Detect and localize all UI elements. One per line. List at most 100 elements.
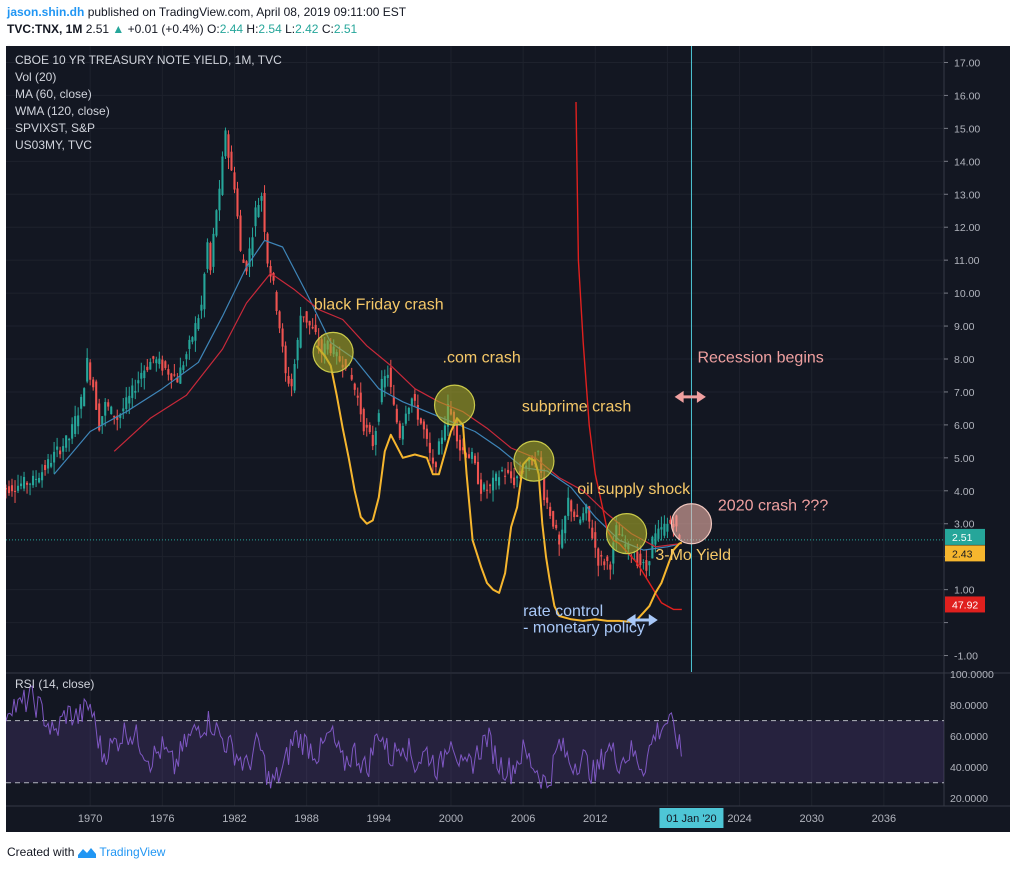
candle-body xyxy=(558,534,561,545)
candle-body xyxy=(194,323,197,341)
candle-body xyxy=(182,365,185,371)
candle-body xyxy=(494,473,498,482)
candle-body xyxy=(356,395,359,398)
candle-body xyxy=(504,475,507,477)
price-label-bg xyxy=(945,528,985,545)
candle-body xyxy=(152,356,155,359)
candle-body xyxy=(119,414,122,418)
candle-body xyxy=(482,484,486,490)
candle-body xyxy=(293,363,296,391)
time-tick-label: 1976 xyxy=(150,813,174,825)
candle-body xyxy=(212,233,215,267)
created-with-text: Created with xyxy=(7,845,75,859)
candle-body xyxy=(56,446,59,450)
candle-body xyxy=(543,477,546,501)
candle-body xyxy=(473,455,477,464)
candle-body xyxy=(287,375,290,384)
candle-body xyxy=(200,304,203,311)
candle-body xyxy=(648,561,651,566)
tradingview-link[interactable]: TradingView xyxy=(99,845,166,859)
candle-body xyxy=(642,562,645,564)
price-tick-label: 16.00 xyxy=(954,90,980,102)
legend-entry: MA (60, close) xyxy=(15,87,92,101)
event-highlight-circle xyxy=(605,513,648,555)
time-tick-label: 1994 xyxy=(367,813,391,825)
candle-body xyxy=(41,472,44,481)
candle-body xyxy=(53,451,56,463)
candle-body xyxy=(263,193,266,232)
symbol-name: TVC:TNX, 1M xyxy=(7,22,83,36)
candle-body xyxy=(101,416,104,426)
price-tick-label: 11.00 xyxy=(954,255,980,267)
candle-body xyxy=(476,461,480,484)
candle-body xyxy=(491,477,495,491)
rate-control-double-arrow-icon xyxy=(626,613,658,626)
price-tick-label: 9.00 xyxy=(954,321,975,333)
candles xyxy=(6,127,681,580)
publish-info: jason.shin.dh published on TradingView.c… xyxy=(7,5,406,19)
rsi-title: RSI (14, close) xyxy=(15,677,94,691)
chart-area[interactable]: 17.00 16.00 15.00 14.00 13.00 12.00 11.00 10.00… xyxy=(6,46,1010,832)
candle-body xyxy=(669,519,672,524)
candle-body xyxy=(585,504,588,514)
candle-body xyxy=(353,383,356,390)
candle-body xyxy=(140,372,143,379)
candle-body xyxy=(25,482,29,485)
candle-body xyxy=(516,476,519,479)
candle-body xyxy=(13,490,17,492)
candle-body xyxy=(651,536,654,559)
time-tick-label: 2012 xyxy=(583,813,607,825)
candle-body xyxy=(16,485,20,491)
candle-body xyxy=(392,396,395,405)
high-label: H: xyxy=(246,22,259,36)
price-tick-label: 3.00 xyxy=(954,519,975,531)
candle-body xyxy=(7,486,11,494)
time-tick-label: 2036 xyxy=(872,813,896,825)
time-tick-label: 1988 xyxy=(294,813,318,825)
candle-body xyxy=(410,398,413,406)
candle-body xyxy=(143,370,146,379)
candle-body xyxy=(567,497,570,516)
price-tick-label: 7.00 xyxy=(954,387,975,399)
candle-body xyxy=(209,242,212,271)
rsi-tick-label: 60.0000 xyxy=(950,731,988,743)
candle-body xyxy=(173,374,176,376)
candle-body xyxy=(561,529,564,548)
candle-body xyxy=(233,172,236,190)
price-tick-label: 14.00 xyxy=(954,156,980,168)
candle-body xyxy=(485,489,489,491)
candle-body xyxy=(359,392,362,415)
event-highlight-circle xyxy=(312,331,354,374)
price-label-bg xyxy=(945,596,985,613)
chart-svg[interactable]: 17.00 16.00 15.00 14.00 13.00 12.00 11.00 10.00… xyxy=(6,46,1010,832)
candle-body xyxy=(425,428,428,439)
open-label: O: xyxy=(207,22,220,36)
rsi-tick-label: 40.0000 xyxy=(950,762,988,774)
candle-body xyxy=(122,408,125,412)
candle-body xyxy=(513,477,516,486)
candle-body xyxy=(660,527,663,530)
time-tick-label: 2006 xyxy=(511,813,535,825)
price-label-bg xyxy=(945,545,985,562)
candle-body xyxy=(221,156,224,195)
candle-body xyxy=(407,407,410,415)
candle-body xyxy=(458,439,462,451)
candle-body xyxy=(125,397,128,409)
candle-body xyxy=(164,361,167,368)
low-value: 2.42 xyxy=(295,22,319,36)
candle-body xyxy=(455,419,459,442)
price-tick-label: 17.00 xyxy=(954,57,980,69)
candle-body xyxy=(663,523,666,536)
candle-body xyxy=(230,151,233,171)
candle-body xyxy=(302,316,305,318)
candle-body xyxy=(107,402,110,407)
candle-body xyxy=(362,409,365,432)
last-price: 2.51 xyxy=(85,22,110,36)
candle-body xyxy=(227,134,230,158)
candle-body xyxy=(158,358,161,365)
rsi-tick-label: 100.0000 xyxy=(950,669,994,681)
candle-body xyxy=(546,497,549,503)
author-link[interactable]: jason.shin.dh xyxy=(7,5,85,19)
event-highlight-circle xyxy=(433,384,476,426)
recession-double-arrow-icon xyxy=(674,390,706,403)
